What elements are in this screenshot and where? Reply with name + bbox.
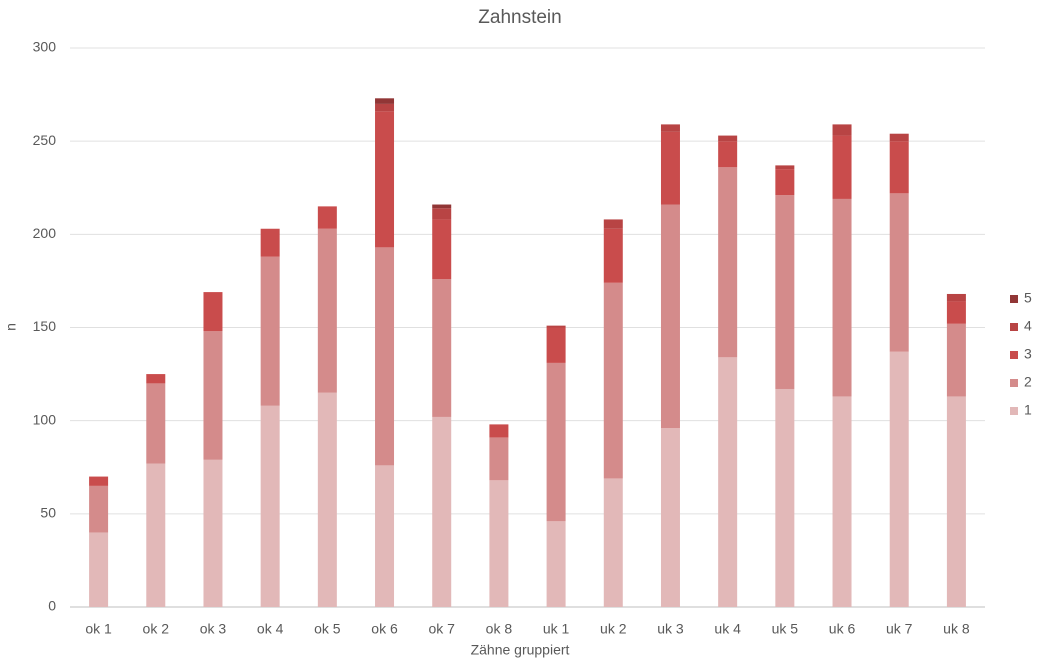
y-tick-label: 100	[33, 411, 57, 427]
legend-label: 1	[1024, 402, 1032, 418]
x-tick-label: ok 4	[257, 621, 284, 637]
bar-segment	[432, 279, 452, 417]
bar-segment	[660, 428, 680, 607]
bar-segment	[317, 392, 337, 607]
bar-segment	[146, 463, 166, 607]
bar-segment	[89, 476, 109, 486]
bar-segment	[775, 195, 795, 389]
x-tick-label: uk 4	[714, 621, 741, 637]
bar-segment	[603, 228, 623, 283]
bar-segment	[832, 396, 852, 607]
x-axis-title: Zähne gruppiert	[471, 642, 570, 658]
bar-segment	[660, 124, 680, 132]
bar-segment	[203, 292, 223, 332]
bar-segment	[889, 193, 909, 352]
bar-segment	[603, 282, 623, 479]
bar-segment	[146, 383, 166, 464]
bar-segment	[260, 405, 280, 607]
x-tick-label: uk 7	[886, 621, 913, 637]
legend-swatch	[1010, 407, 1018, 415]
bar-segment	[489, 480, 509, 607]
x-tick-label: uk 2	[600, 621, 627, 637]
bar-segment	[832, 135, 852, 199]
bar-segment	[832, 198, 852, 397]
x-tick-label: ok 2	[143, 621, 170, 637]
bar-segment	[546, 362, 566, 522]
y-tick-label: 0	[48, 598, 56, 614]
legend-label: 5	[1024, 290, 1032, 306]
bar-segment	[832, 124, 852, 136]
bar-segment	[889, 133, 909, 142]
legend-swatch	[1010, 379, 1018, 387]
bar-segment	[889, 351, 909, 607]
bar-segment	[546, 521, 566, 607]
legend-swatch	[1010, 351, 1018, 359]
bar-segment	[260, 256, 280, 406]
bar-segment	[946, 323, 966, 397]
x-tick-label: uk 1	[543, 621, 570, 637]
bar-segment	[889, 141, 909, 194]
y-tick-label: 50	[40, 505, 56, 521]
y-axis-title: n	[3, 323, 19, 331]
bar-segment	[203, 459, 223, 607]
y-tick-label: 200	[33, 225, 57, 241]
bar-segment	[375, 111, 395, 248]
x-tick-label: ok 5	[314, 621, 341, 637]
y-tick-label: 300	[33, 39, 57, 55]
bar-segment	[546, 325, 566, 328]
bar-segment	[946, 301, 966, 324]
bar-segment	[432, 219, 452, 280]
legend-swatch	[1010, 295, 1018, 303]
bar-segment	[775, 388, 795, 607]
bar-segment	[375, 247, 395, 466]
legend-label: 4	[1024, 318, 1032, 334]
x-tick-label: uk 8	[943, 621, 970, 637]
bar-segment	[775, 165, 795, 170]
bar-segment	[489, 424, 509, 438]
bar-segment	[375, 103, 395, 112]
bar-segment	[89, 485, 109, 533]
bar-segment	[375, 465, 395, 607]
x-tick-label: uk 6	[829, 621, 856, 637]
x-tick-label: ok 8	[486, 621, 513, 637]
bar-segment	[260, 228, 280, 257]
bar-segment	[317, 206, 337, 229]
bar-segment	[718, 135, 738, 142]
chart-title: Zahnstein	[478, 7, 561, 28]
bar-segment	[946, 396, 966, 607]
x-tick-label: ok 7	[428, 621, 455, 637]
bar-segment	[146, 374, 166, 384]
legend-swatch	[1010, 323, 1018, 331]
bar-segment	[546, 327, 566, 363]
bar-segment	[203, 331, 223, 460]
y-tick-label: 250	[33, 132, 57, 148]
x-tick-label: uk 5	[772, 621, 799, 637]
bar-segment	[718, 141, 738, 168]
bar-segment	[603, 219, 623, 229]
bar-segment	[89, 532, 109, 607]
bar-segment	[489, 437, 509, 481]
legend-label: 2	[1024, 374, 1032, 390]
bar-segment	[660, 131, 680, 205]
bar-segment	[432, 204, 452, 209]
bar-segment	[718, 167, 738, 358]
bar-segment	[375, 98, 395, 104]
bar-segment	[660, 204, 680, 429]
legend-label: 3	[1024, 346, 1032, 362]
x-tick-label: ok 6	[371, 621, 398, 637]
bar-segment	[603, 478, 623, 607]
x-tick-label: uk 3	[657, 621, 684, 637]
y-tick-label: 150	[33, 318, 57, 334]
bar-segment	[718, 357, 738, 607]
bar-segment	[946, 293, 966, 302]
x-tick-label: ok 3	[200, 621, 227, 637]
bar-segment	[775, 169, 795, 196]
bar-segment	[432, 208, 452, 220]
x-tick-label: ok 1	[85, 621, 112, 637]
bar-segment	[432, 416, 452, 607]
bar-segment	[317, 228, 337, 393]
